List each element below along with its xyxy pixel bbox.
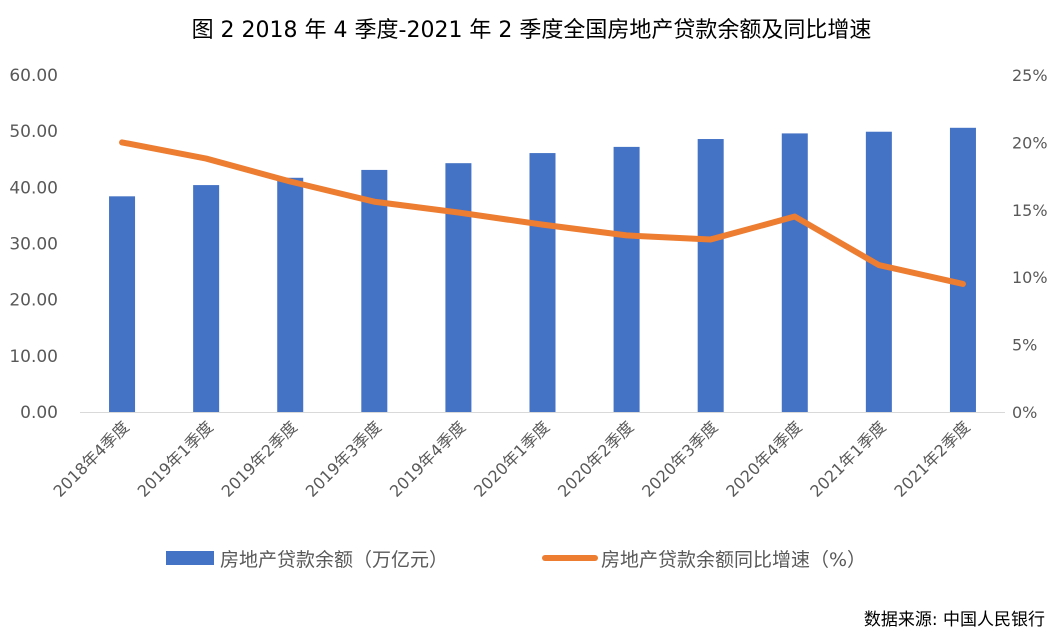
bar — [697, 139, 724, 412]
chart-title: 图 2 2018 年 4 季度-2021 年 2 季度全国房地产贷款余额及同比增… — [191, 18, 872, 43]
bar — [865, 131, 892, 412]
source-note: 数据来源: 中国人民银行 — [863, 610, 1045, 630]
left-axis-tick-label: 60.00 — [9, 66, 58, 86]
left-axis-tick-label: 40.00 — [9, 178, 58, 198]
x-axis-tick-label: 2021年1季度 — [806, 417, 889, 500]
x-axis-tick-label: 2020年1季度 — [470, 417, 553, 500]
right-axis-tick-label: 20% — [1012, 133, 1048, 152]
left-axis-tick-label: 10.00 — [9, 347, 58, 367]
left-axis-tick-label: 30.00 — [9, 235, 58, 255]
right-axis-tick-label: 15% — [1012, 201, 1048, 220]
bar — [613, 146, 640, 413]
bar — [193, 185, 220, 412]
legend-swatch-bar — [166, 551, 214, 565]
right-axis-tick-label: 25% — [1012, 66, 1048, 85]
legend-label-line: 房地产贷款余额同比增速（%） — [601, 549, 866, 571]
right-axis-tick-label: 5% — [1012, 336, 1037, 355]
left-axis-tick-label: 20.00 — [9, 291, 58, 311]
right-axis-tick-label: 10% — [1012, 268, 1048, 287]
x-axis-tick-label: 2019年2季度 — [218, 417, 301, 500]
x-axis-tick-label: 2019年1季度 — [134, 417, 217, 500]
bar — [781, 133, 808, 412]
x-axis-tick-label: 2021年2季度 — [890, 417, 973, 500]
bar — [109, 196, 136, 412]
legend-label-bar: 房地产贷款余额（万亿元） — [220, 549, 448, 571]
bar — [949, 127, 976, 413]
bar — [277, 177, 304, 412]
x-axis-tick-label: 2020年2季度 — [554, 417, 637, 500]
x-axis-tick-label: 2020年4季度 — [722, 417, 805, 500]
x-axis-tick-label: 2018年4季度 — [50, 417, 133, 500]
bar — [529, 153, 556, 413]
x-axis-tick-label: 2020年3季度 — [638, 417, 721, 500]
x-axis-tick-label: 2019年4季度 — [386, 417, 469, 500]
bar — [361, 169, 388, 412]
left-axis-tick-label: 0.00 — [20, 403, 58, 423]
bar — [445, 163, 472, 412]
right-axis-tick-label: 0% — [1012, 403, 1037, 422]
x-axis-tick-label: 2019年3季度 — [302, 417, 385, 500]
left-axis-tick-label: 50.00 — [9, 122, 58, 142]
